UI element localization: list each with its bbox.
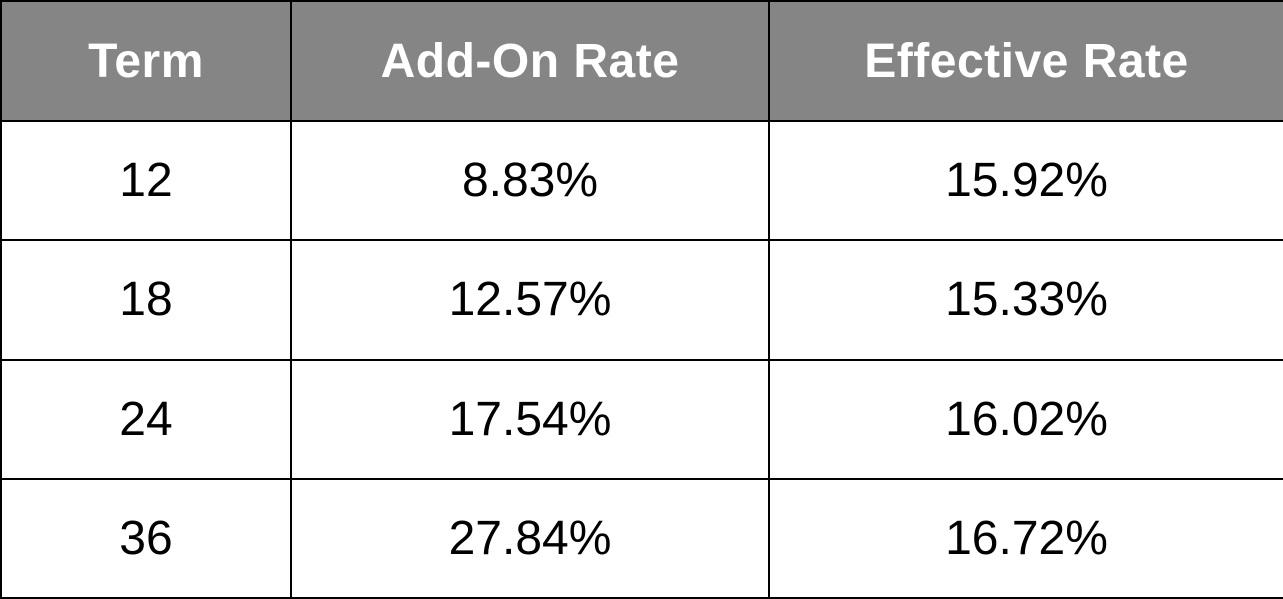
table-row: 12 8.83% 15.92% bbox=[0, 119, 1283, 242]
cell-term: 36 bbox=[0, 477, 292, 599]
table-row: 24 17.54% 16.02% bbox=[0, 358, 1283, 480]
table-row: 18 12.57% 15.33% bbox=[0, 239, 1283, 361]
header-add-on-rate: Add-On Rate bbox=[290, 0, 770, 122]
cell-effective-rate: 15.92% bbox=[768, 119, 1283, 242]
cell-effective-rate: 16.02% bbox=[768, 358, 1283, 480]
cell-add-on-rate: 27.84% bbox=[290, 477, 770, 599]
cell-add-on-rate: 8.83% bbox=[290, 119, 770, 242]
cell-term: 12 bbox=[0, 119, 292, 242]
header-term: Term bbox=[0, 0, 292, 122]
table-header: Term Add-On Rate Effective Rate bbox=[0, 0, 1283, 122]
header-row: Term Add-On Rate Effective Rate bbox=[0, 0, 1283, 122]
cell-add-on-rate: 17.54% bbox=[290, 358, 770, 480]
header-effective-rate: Effective Rate bbox=[768, 0, 1283, 122]
cell-add-on-rate: 12.57% bbox=[290, 239, 770, 361]
table-body: 12 8.83% 15.92% 18 12.57% 15.33% 24 17.5… bbox=[0, 119, 1283, 599]
cell-term: 24 bbox=[0, 358, 292, 480]
cell-effective-rate: 16.72% bbox=[768, 477, 1283, 599]
table-row: 36 27.84% 16.72% bbox=[0, 477, 1283, 599]
cell-term: 18 bbox=[0, 239, 292, 361]
cell-effective-rate: 15.33% bbox=[768, 239, 1283, 361]
